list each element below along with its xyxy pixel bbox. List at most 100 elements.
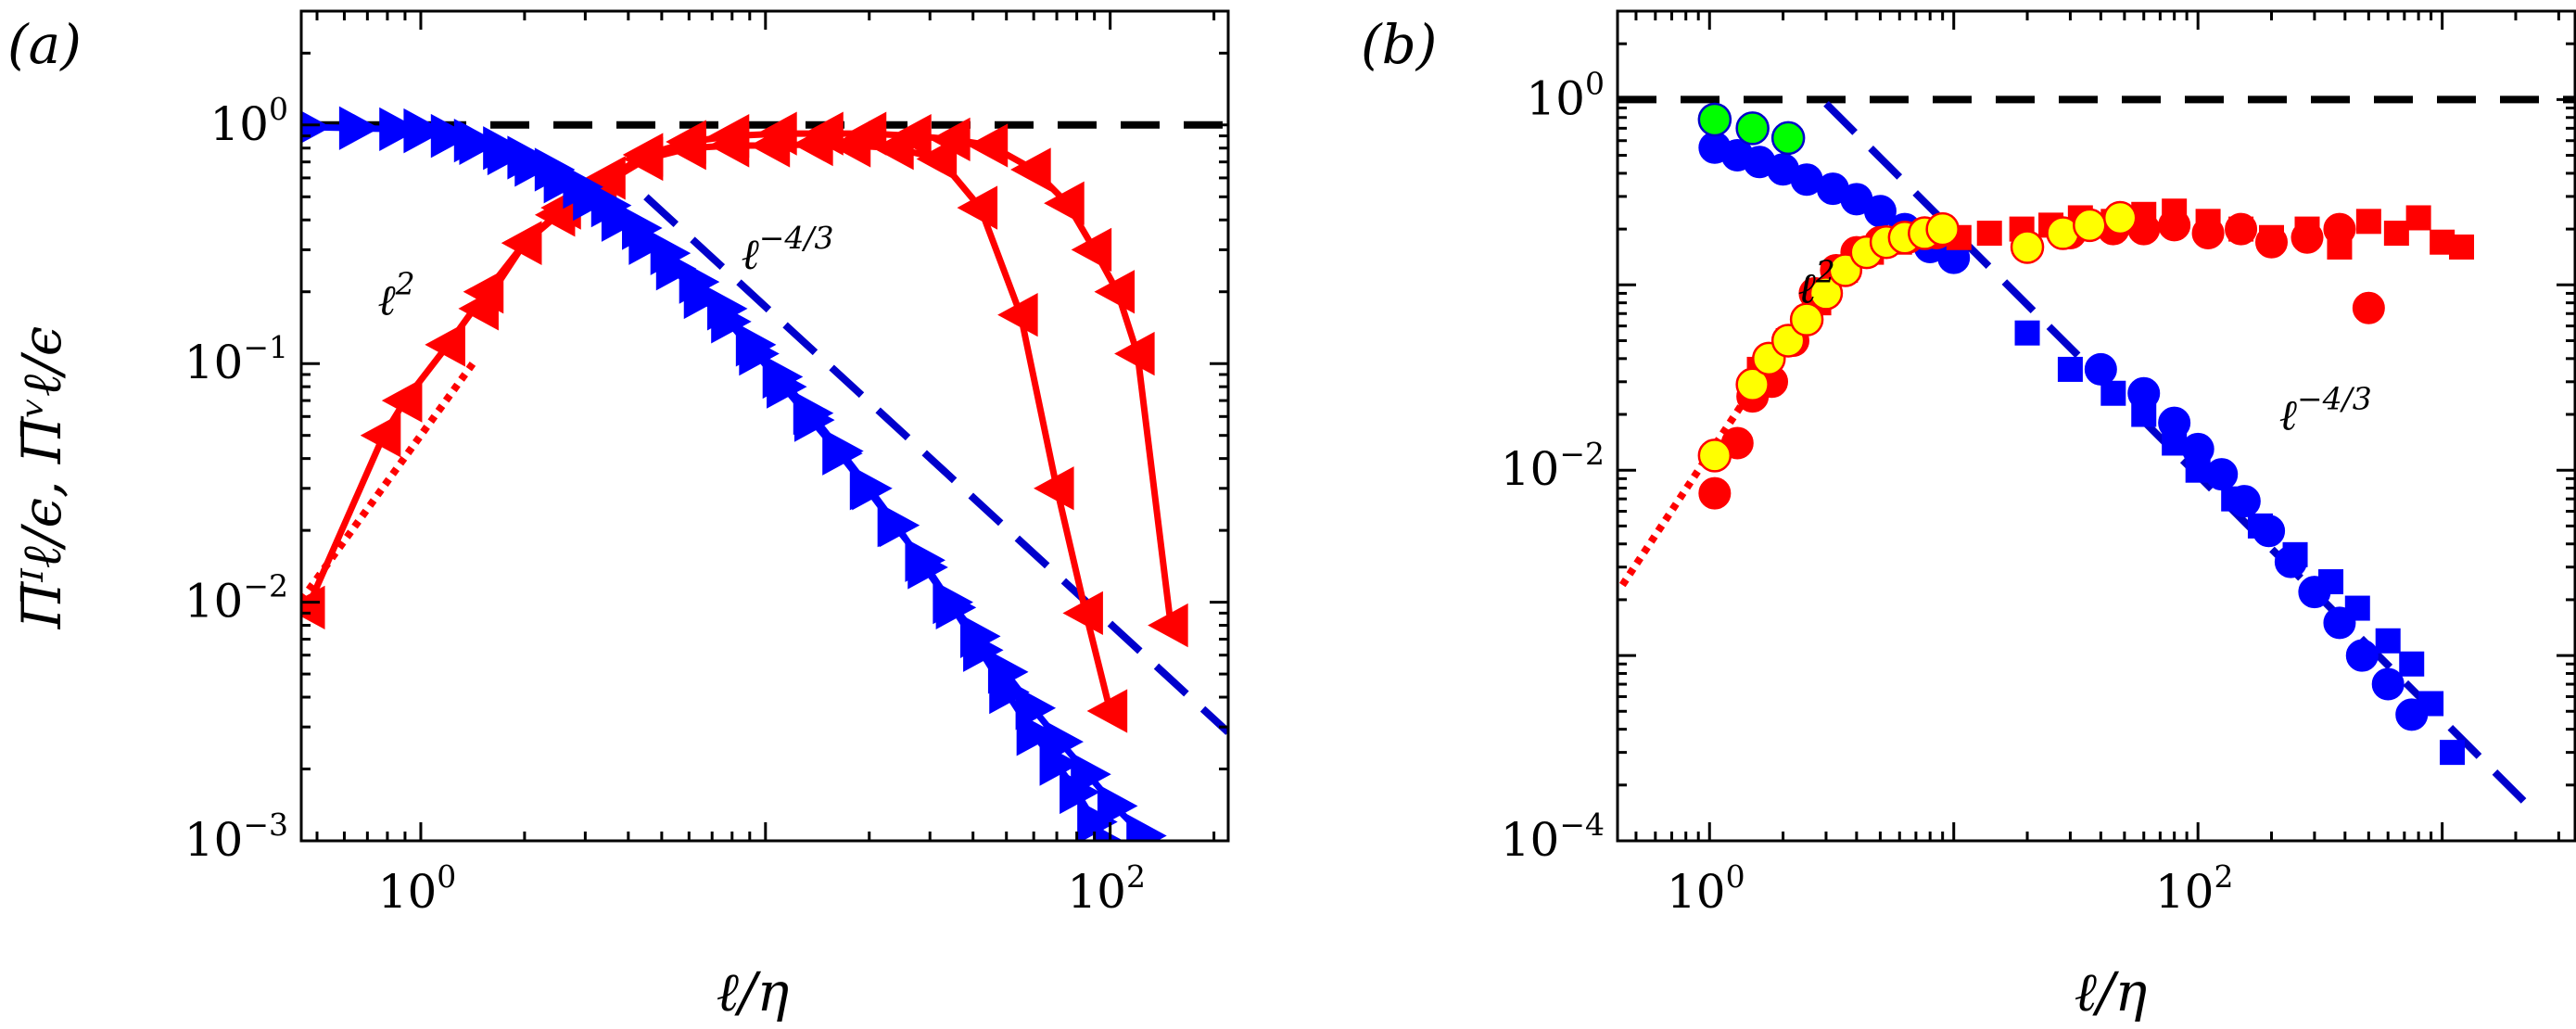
- series-4-point-22: [2383, 221, 2409, 247]
- series-2-point-7: [2221, 486, 2247, 512]
- series-2-point-4: [585, 156, 626, 200]
- series-4: [403, 108, 1167, 841]
- series-5-point-1: [1697, 438, 1732, 473]
- series-4-point-12: [711, 299, 752, 344]
- series-2-point-8: [756, 111, 797, 156]
- panel-b-ticks: 10−4 10−2 100 100 102: [1501, 9, 2575, 919]
- reference-line-2: [1618, 274, 1830, 588]
- series-1-point-12: [2084, 352, 2117, 386]
- series-2-point-11: [891, 113, 932, 159]
- series-2-point-3: [2100, 380, 2126, 406]
- series-2-point-15: [2440, 740, 2466, 766]
- series-5: [1697, 200, 2138, 473]
- series-2-point-18: [1114, 331, 1155, 376]
- series-1-point-2: [360, 413, 401, 458]
- series-6: [1697, 102, 1806, 156]
- series-1-point-19: [1034, 466, 1074, 511]
- x-tick-label-1: 100: [1667, 858, 1745, 919]
- series-1-point-23: [2371, 667, 2405, 701]
- panel-b-xlabel: ℓ/η: [2075, 960, 2148, 1023]
- series-2-point-6: [666, 120, 706, 164]
- reference-line-3: [643, 194, 1228, 735]
- series-4-point-20: [2327, 234, 2353, 260]
- series-1-point-18: [997, 293, 1038, 337]
- series-4-point-10: [655, 247, 697, 291]
- panel-a: (a) ℓ/η ℓ2 ℓ−4/3 10−3 10−2 10−1 100 100 102: [7, 9, 1230, 1023]
- series-2-point-2: [501, 221, 542, 265]
- series-5-point-4: [1770, 324, 1806, 358]
- series-4-point-24: [1043, 719, 1084, 764]
- series-5-point-15: [2073, 208, 2107, 243]
- series-4-point-14: [767, 364, 807, 409]
- series-5-point-5: [1789, 302, 1824, 337]
- series-2-point-2: [2057, 356, 2083, 382]
- x-tick-label-1: 100: [378, 858, 457, 919]
- series-5-point-16: [2102, 200, 2138, 235]
- series-4-point-16: [2195, 209, 2221, 235]
- series-4-point-1: [403, 108, 445, 153]
- series-4-point-21: [959, 614, 1001, 658]
- series-1-point-17: [957, 185, 998, 230]
- annotation-2: ℓ−4/3: [2279, 381, 2372, 440]
- series-1-point-4: [425, 323, 465, 367]
- series-2-point-9: [803, 111, 844, 156]
- series-4-point-11: [683, 274, 725, 320]
- series-4-point-19: [2294, 216, 2320, 242]
- series-2-point-12: [2375, 628, 2401, 654]
- series-2-point-4: [2131, 401, 2157, 427]
- series-5-point-12: [1925, 211, 1960, 247]
- series-4-point-5: [514, 143, 555, 187]
- x-tick-label-2: 102: [1067, 858, 1146, 919]
- series-1-point-22: [2345, 639, 2379, 672]
- panel-b-plot: ℓ2ℓ−4/3: [1618, 95, 2575, 819]
- series-4-point-17: [2228, 216, 2254, 242]
- series-4-point-19: [905, 538, 945, 582]
- series-5-point-6: [1808, 276, 1844, 311]
- series-4-point-7: [573, 176, 614, 222]
- series-2-point-19: [1148, 603, 1188, 648]
- series-2: [458, 111, 1188, 648]
- series-4-point-25: [1071, 752, 1111, 796]
- y-tick-label-1: 10−4: [1501, 807, 1605, 867]
- series-2-point-10: [2318, 569, 2344, 595]
- series-3: [301, 106, 1124, 841]
- series-5-point-13: [2010, 230, 2045, 264]
- series-6-point-3: [1770, 121, 1806, 156]
- series-4-point-18: [877, 503, 919, 548]
- series-3-point-21: [2352, 291, 2385, 324]
- series-4-point-27: [1126, 813, 1167, 841]
- series-1: [1698, 131, 2429, 731]
- series-4-point-21: [2355, 209, 2381, 235]
- annotation-2: ℓ−4/3: [742, 220, 834, 279]
- series-4-point-15: [2162, 198, 2188, 224]
- series-1-point-16: [2205, 458, 2239, 491]
- y-tick-label-3: 10−1: [184, 329, 288, 389]
- series-4-point-18: [2259, 224, 2285, 250]
- series-3-point-30: [1093, 824, 1124, 841]
- series-1-point-3: [381, 378, 423, 423]
- series-2-point-5: [2162, 430, 2188, 456]
- series-6-point-1: [1697, 102, 1732, 137]
- series-4-point-26: [1097, 783, 1138, 829]
- panel-b-frame: [1616, 9, 2576, 843]
- series-2-point-8: [2247, 513, 2273, 539]
- series-4-point-8: [601, 197, 642, 242]
- panel-a-xlabel: ℓ/η: [717, 960, 790, 1023]
- y-tick-label-2: 10−2: [1501, 436, 1605, 496]
- series-4-point-25: [2449, 234, 2475, 260]
- panel-b: (b) ℓ/η ℓ2ℓ−4/3 10−4 10−2 100 100 102: [1361, 9, 2576, 1023]
- series-2-point-13: [2399, 651, 2425, 677]
- series-2-point-15: [1044, 181, 1085, 225]
- series-2: [2014, 320, 2466, 766]
- series-4-point-13: [739, 331, 780, 376]
- series-2-point-9: [2282, 541, 2308, 567]
- y-axis-label: Π̄ᴵℓ/ϵ, Π̄ᵛℓ/ϵ: [10, 326, 73, 629]
- series-3-point-2: [338, 106, 380, 150]
- series-2-point-5: [622, 133, 664, 177]
- series-5-point-2: [1735, 367, 1770, 402]
- series-2-point-1: [458, 286, 499, 331]
- series-1-point-21: [1086, 689, 1128, 733]
- series-1-point-1: [301, 585, 325, 629]
- series-4-point-3: [459, 121, 501, 165]
